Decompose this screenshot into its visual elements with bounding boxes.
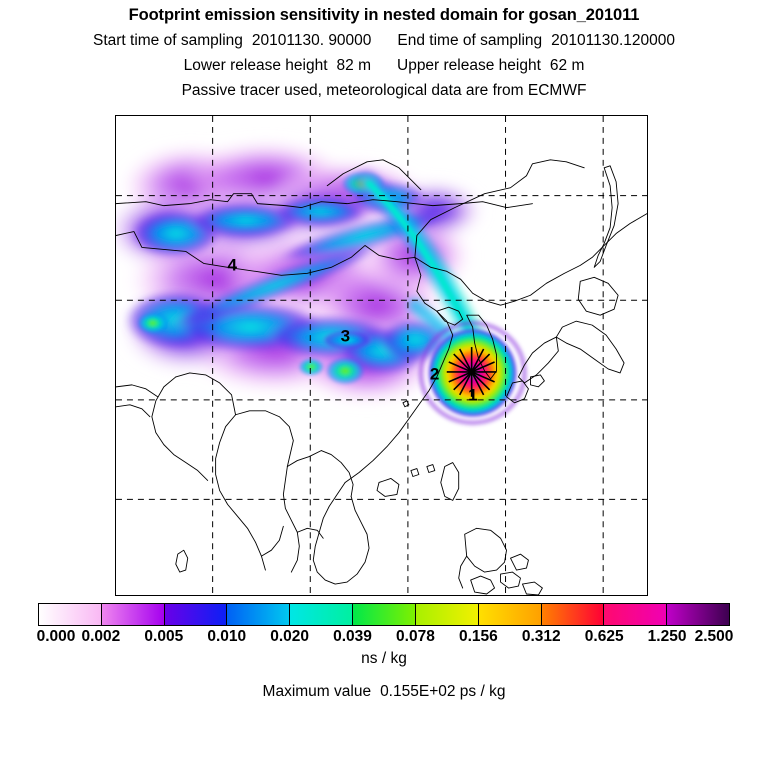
colorbar-segment-4 xyxy=(290,604,354,625)
sampling-time-line: Start time of sampling 20101130. 90000 End… xyxy=(0,32,768,50)
maximum-value-line: Maximum value 0.155E+02 ps / kg xyxy=(0,683,768,701)
colorbar-tick-2: 0.005 xyxy=(144,628,184,645)
colorbar-segment-7 xyxy=(478,604,542,625)
release-height-line: Lower release height 82 m Upper release he… xyxy=(0,57,768,75)
field-label-3: 3 xyxy=(340,326,351,346)
map-plot-area: 1 2 3 4 xyxy=(115,115,648,596)
upper-release-value: 62 m xyxy=(549,57,585,74)
footprint-sensitivity-field xyxy=(116,139,527,426)
end-time-value: 20101130.120000 xyxy=(551,32,676,49)
maximum-value-label: Maximum value xyxy=(262,683,372,700)
lower-release-value: 82 m xyxy=(336,57,371,74)
colorbar-segment-9 xyxy=(604,604,668,625)
start-time-label: Start time of sampling xyxy=(92,32,243,49)
colorbar-segment-5 xyxy=(353,604,416,625)
figure-header: Footprint emission sensitivity in nested… xyxy=(0,0,768,100)
colorbar-segment-10 xyxy=(667,604,729,625)
method-note: Passive tracer used, meteorological data… xyxy=(181,82,587,99)
release-point-marker xyxy=(446,347,497,397)
upper-release-label: Upper release height xyxy=(397,57,541,74)
colorbar-tick-3: 0.010 xyxy=(207,628,247,645)
colorbar-tick-4: 0.020 xyxy=(270,628,310,645)
colorbar-segment-3 xyxy=(227,604,291,625)
colorbar xyxy=(38,603,730,626)
colorbar-segment-2 xyxy=(164,604,228,625)
colorbar-segment-6 xyxy=(415,604,479,625)
field-label-1: 1 xyxy=(468,385,478,405)
colorbar-tick-5: 0.039 xyxy=(333,628,372,645)
colorbar-tick-labels: 0.000 0.002 0.005 0.010 0.020 0.039 0.078 0.156… xyxy=(0,628,768,650)
colorbar-tick-6: 0.078 xyxy=(396,628,435,645)
colorbar-tick-1: 0.002 xyxy=(81,628,121,645)
maximum-value-value: 0.155E+02 ps / kg xyxy=(380,683,506,700)
colorbar-tick-7: 0.156 xyxy=(458,628,498,645)
colorbar-tick-8: 0.312 xyxy=(521,628,561,645)
field-label-2: 2 xyxy=(429,364,440,384)
colorbar-tick-9: 0.625 xyxy=(584,628,624,645)
start-time-value: 20101130. 90000 xyxy=(251,32,372,49)
field-label-4: 4 xyxy=(227,255,238,275)
colorbar-segment-0 xyxy=(39,604,102,625)
end-time-label: End time of sampling xyxy=(397,32,543,49)
lat-lon-gridlines xyxy=(116,116,647,595)
colorbar-tick-0: 0.000 xyxy=(36,628,76,645)
lower-release-label: Lower release height xyxy=(183,57,328,74)
coastline-overlay xyxy=(116,159,647,595)
colorbar-tick-10: 1.250 xyxy=(647,628,687,645)
page-title: Footprint emission sensitivity in nested… xyxy=(128,6,640,24)
colorbar-segment-1 xyxy=(101,604,165,625)
colorbar-tick-11: 2.500 xyxy=(694,628,734,645)
colorbar-unit-label: ns / kg xyxy=(361,650,407,667)
colorbar-gradient-strip xyxy=(38,603,730,626)
colorbar-segment-8 xyxy=(541,604,605,625)
